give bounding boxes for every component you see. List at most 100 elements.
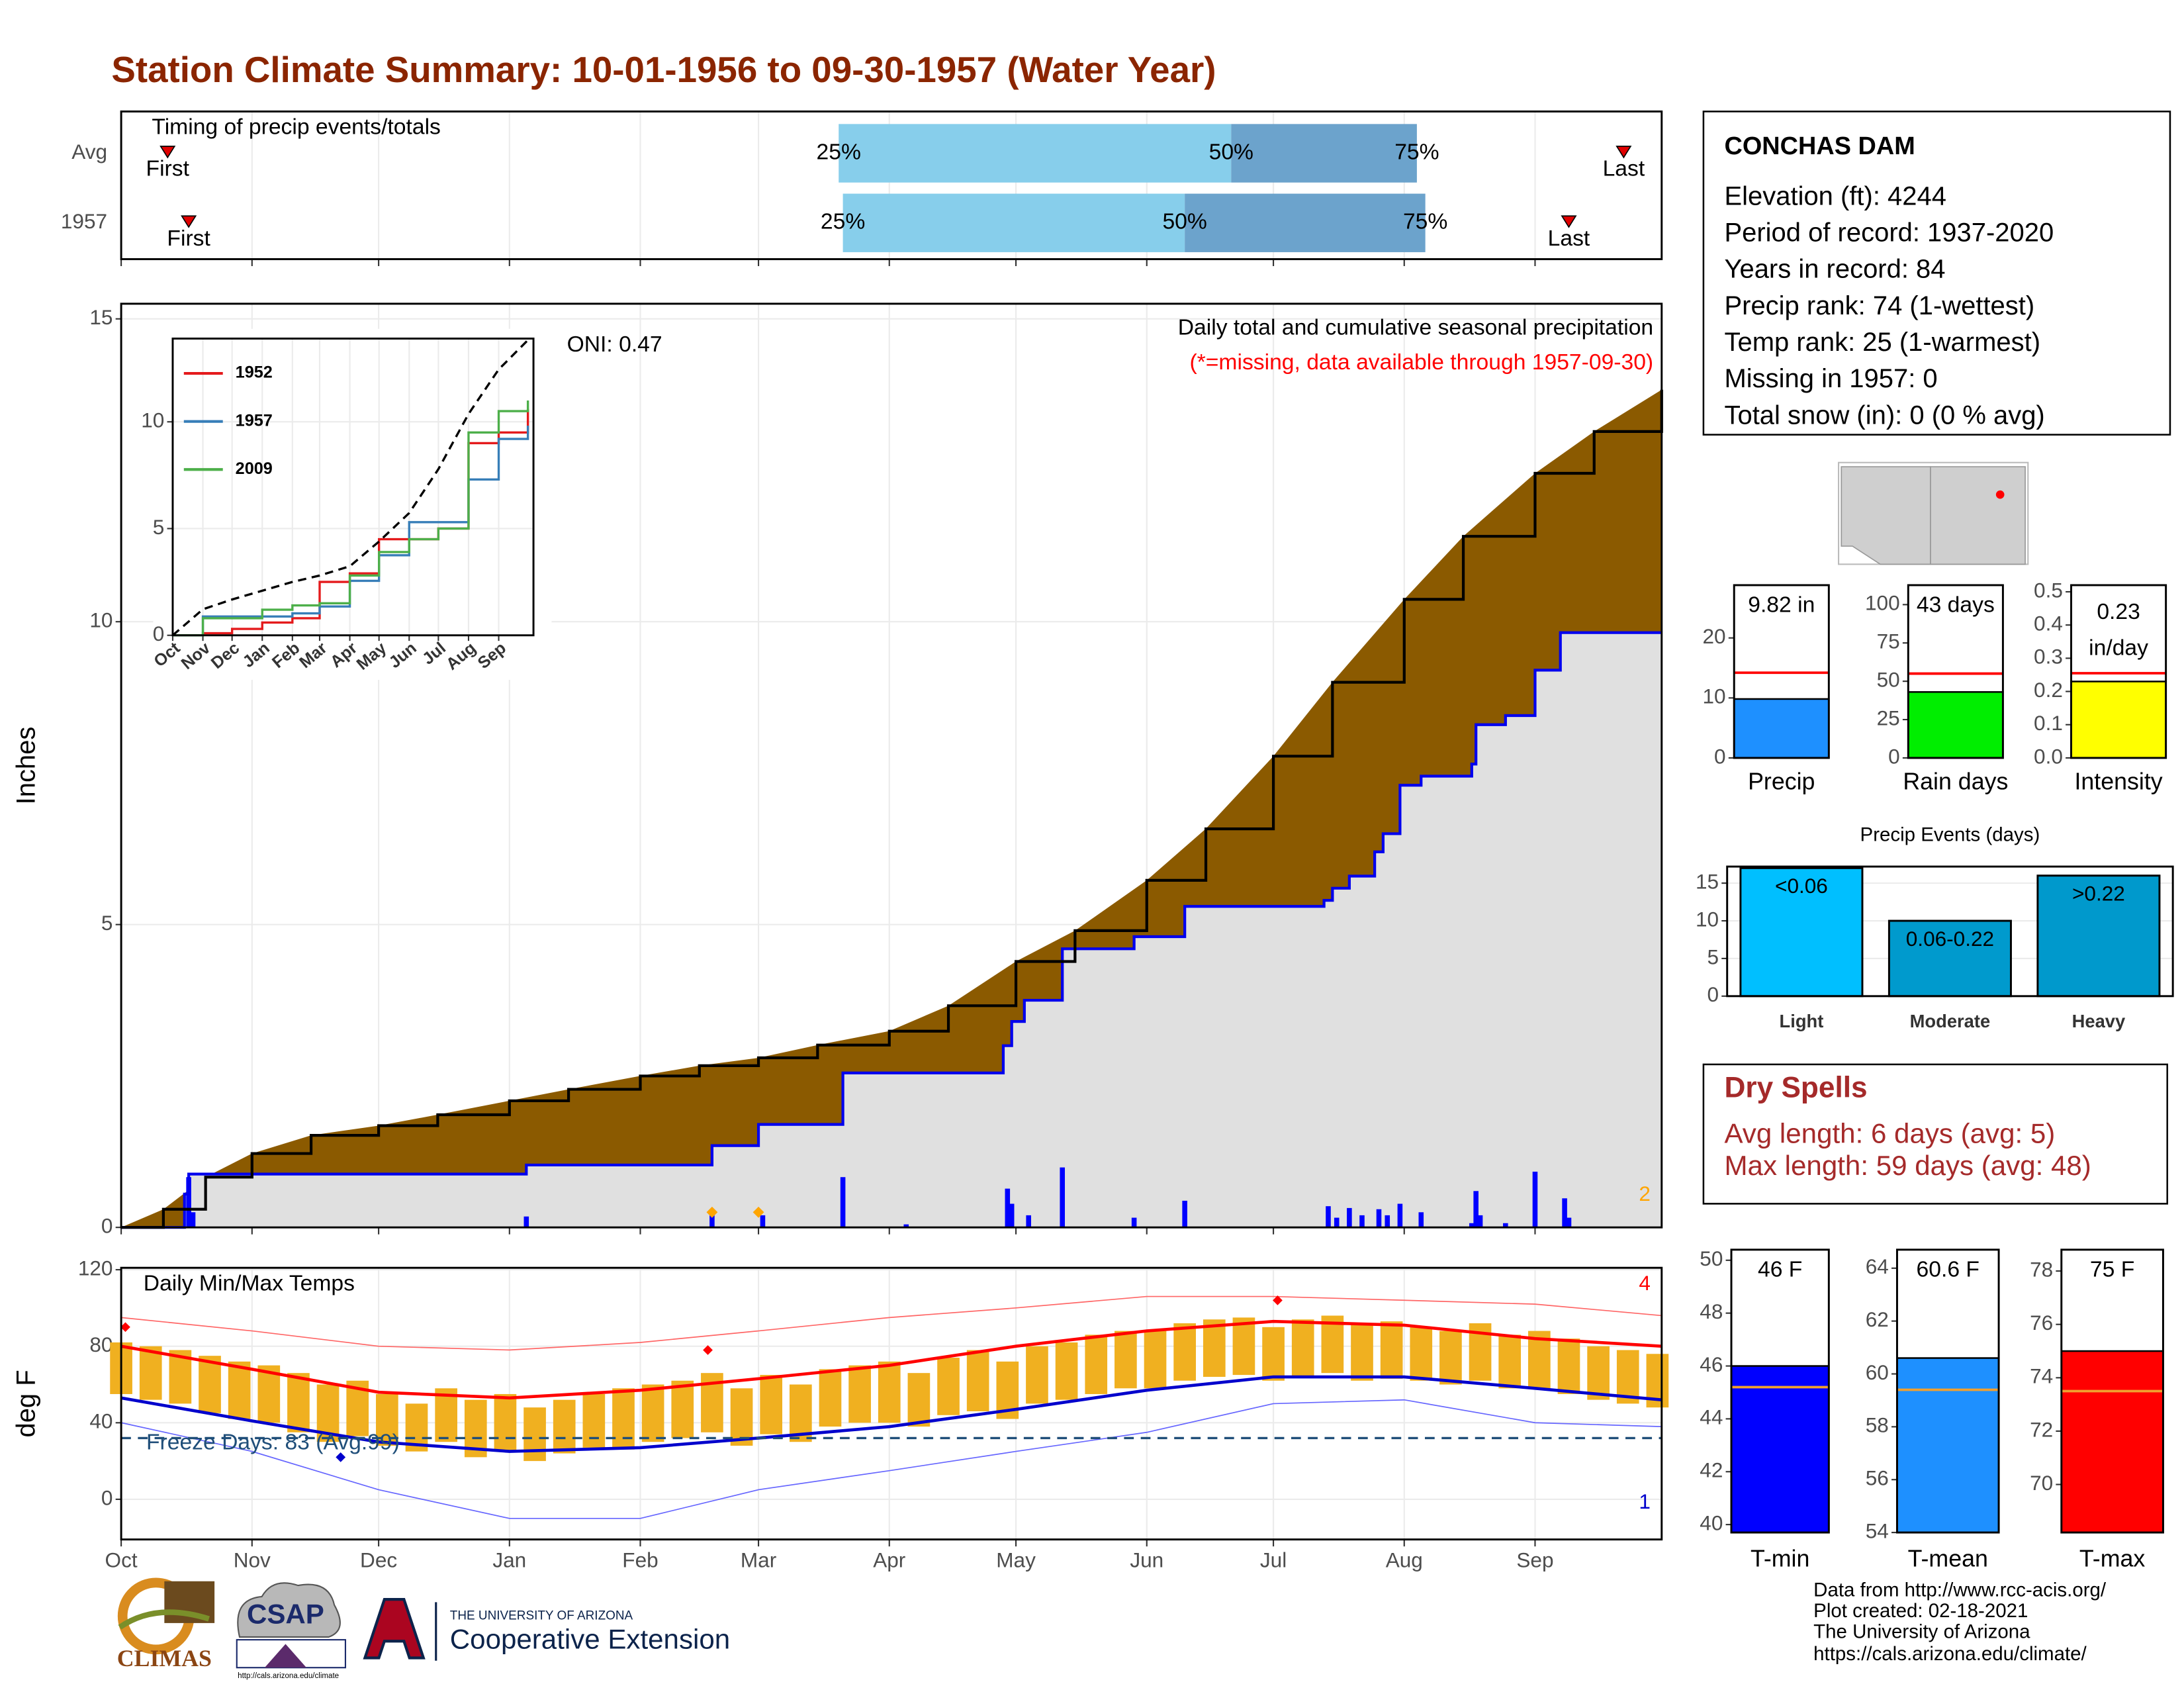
y-tick-label: 40 bbox=[89, 1409, 113, 1433]
x-tick-label: Mar bbox=[741, 1548, 776, 1572]
missing-count: 2 bbox=[1639, 1182, 1651, 1205]
y-tick-label: 74 bbox=[2030, 1364, 2053, 1388]
daily-temp-bar bbox=[1410, 1327, 1433, 1381]
record-low-line bbox=[120, 1399, 1662, 1519]
y-tick-label: 0 bbox=[101, 1214, 113, 1238]
y-tick-label: 60 bbox=[1866, 1360, 1889, 1384]
station-name: CONCHAS DAM bbox=[1724, 132, 1915, 160]
ua-logo bbox=[363, 1598, 426, 1660]
daily-temp-bar bbox=[730, 1388, 753, 1446]
year-area bbox=[121, 632, 1662, 1228]
daily-bar bbox=[190, 1212, 196, 1228]
x-tick-label: May bbox=[996, 1548, 1036, 1572]
y-axis-label: deg F bbox=[12, 1370, 41, 1437]
y-tick-label: 64 bbox=[1866, 1254, 1889, 1278]
daily-bar bbox=[1532, 1172, 1538, 1228]
avg-max-line bbox=[120, 1319, 1662, 1400]
station-dot bbox=[1995, 490, 2005, 499]
y-tick-label: 0 bbox=[153, 622, 165, 645]
event-marker bbox=[1615, 146, 1632, 159]
y-tick-label: 76 bbox=[2030, 1311, 2053, 1335]
y-tick-label: 54 bbox=[1866, 1519, 1889, 1542]
daily-temp-bar bbox=[878, 1361, 901, 1423]
quartile-bar bbox=[1231, 124, 1417, 183]
value-label: 43 days bbox=[1917, 592, 1995, 617]
daily-temp-bar bbox=[907, 1373, 931, 1427]
quartile-label: 75% bbox=[1403, 210, 1447, 234]
daily-temp-bar bbox=[819, 1369, 842, 1427]
y-tick-label: 0 bbox=[101, 1485, 113, 1509]
y-tick-label: 120 bbox=[78, 1256, 113, 1280]
daily-temp-bar bbox=[1587, 1346, 1610, 1400]
gauge-label: Intensity bbox=[2074, 768, 2162, 794]
daily-temp-bar bbox=[199, 1356, 221, 1413]
daily-bar bbox=[1060, 1167, 1066, 1228]
gauge-label: T-max bbox=[2079, 1546, 2145, 1572]
x-tick-label: Jan bbox=[492, 1548, 526, 1572]
daily-temp-bar bbox=[641, 1384, 664, 1442]
daily-temp-bar bbox=[553, 1399, 576, 1454]
climas-text: CLIMAS bbox=[117, 1645, 212, 1671]
daily-temp-bar bbox=[1262, 1327, 1285, 1381]
event-label: First bbox=[167, 226, 210, 251]
dry-spells-box bbox=[1702, 1063, 2169, 1205]
x-tick-label: Jul bbox=[1260, 1548, 1287, 1572]
daily-temp-bar bbox=[1026, 1346, 1048, 1404]
panel-title: Timing of precip events/totals bbox=[152, 115, 440, 140]
series-line bbox=[172, 426, 529, 637]
daily-temp-bar bbox=[523, 1407, 546, 1462]
y-tick-label: 0.4 bbox=[2034, 612, 2063, 635]
y-tick-label: 62 bbox=[1866, 1307, 1889, 1331]
daily-temp-bar bbox=[1085, 1335, 1108, 1394]
gauge-bar bbox=[1733, 698, 1830, 759]
x-tick-label: Moderate bbox=[1910, 1011, 1991, 1031]
event-marker bbox=[181, 215, 197, 228]
station-line: Precip rank: 74 (1-wettest) bbox=[1724, 291, 2034, 320]
panel-frame bbox=[120, 110, 1663, 260]
csap-mountain bbox=[264, 1644, 307, 1668]
quartile-label: 50% bbox=[1162, 210, 1206, 234]
daily-temp-bar bbox=[435, 1388, 457, 1442]
average-line bbox=[171, 339, 529, 637]
y-tick-label: 0.1 bbox=[2034, 711, 2063, 735]
avg-min-line bbox=[120, 1375, 1662, 1453]
daily-bar bbox=[1376, 1209, 1382, 1228]
station-line: Temp rank: 25 (1-warmest) bbox=[1724, 328, 2040, 357]
record-low-count: 1 bbox=[1639, 1489, 1651, 1513]
gauge-frame bbox=[2060, 1248, 2164, 1534]
panel-frame bbox=[120, 303, 1663, 1229]
daily-temp-bar bbox=[1203, 1319, 1226, 1377]
dry-spells-line: Max length: 59 days (avg: 48) bbox=[1724, 1150, 2091, 1181]
quartile-bar bbox=[839, 124, 1232, 183]
station-box bbox=[1702, 111, 2171, 436]
y-tick-label: 20 bbox=[1702, 624, 1725, 648]
gauge-frame bbox=[2070, 584, 2167, 759]
daily-bar bbox=[1359, 1215, 1365, 1228]
gauge-label: Precip bbox=[1748, 768, 1815, 794]
x-tick-label: Dec bbox=[360, 1548, 397, 1572]
y-tick-label: 15 bbox=[89, 305, 113, 329]
daily-temp-bar bbox=[139, 1346, 162, 1400]
gauge-label: T-min bbox=[1751, 1546, 1809, 1572]
daily-temp-bar bbox=[1055, 1342, 1078, 1400]
legend-label: 1952 bbox=[236, 363, 273, 382]
daily-temp-bar bbox=[760, 1375, 783, 1434]
panel-frame bbox=[120, 1266, 1663, 1541]
y-tick-label: 0 bbox=[1707, 982, 1719, 1006]
daily-temp-bar bbox=[612, 1388, 635, 1450]
daily-temp-bar bbox=[287, 1373, 310, 1432]
y-tick-label: 50 bbox=[1877, 667, 1900, 691]
credit: Plot created: 02-18-2021 bbox=[1813, 1600, 2028, 1622]
csap-cloud bbox=[237, 1582, 341, 1638]
series-line bbox=[172, 400, 529, 637]
chart-subtitle: (*=missing, data available through 1957-… bbox=[1189, 350, 1653, 375]
record-high-count: 4 bbox=[1639, 1271, 1651, 1295]
y-tick-label: 100 bbox=[1865, 591, 1900, 615]
y-tick-label: 48 bbox=[1700, 1299, 1723, 1323]
value-label: 46 F bbox=[1758, 1257, 1802, 1282]
gauge-label: T-mean bbox=[1908, 1546, 1988, 1572]
station-line: Total snow (in): 0 (0 % avg) bbox=[1724, 400, 2044, 430]
climas-swoosh bbox=[118, 1609, 210, 1630]
